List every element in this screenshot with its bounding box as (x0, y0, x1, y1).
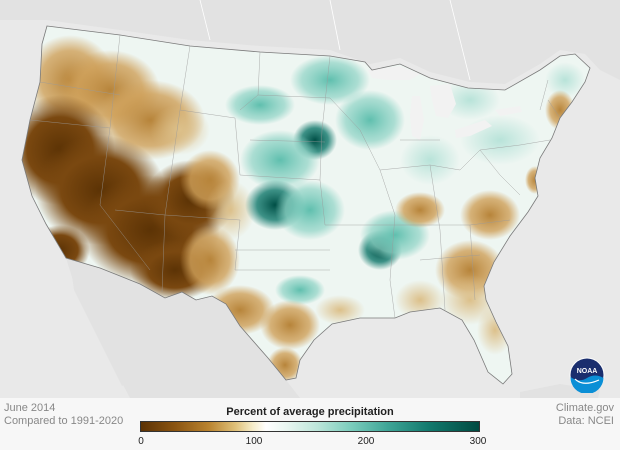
neighbor-boundaries (199, 0, 471, 81)
canada-landmass (0, 0, 620, 84)
legend-tick-200: 200 (357, 436, 375, 447)
source-label: Climate.gov (555, 402, 614, 414)
precipitation-field (22, 26, 590, 384)
legend-tick-100: 100 (245, 436, 263, 447)
legend-tick-300: 300 (469, 436, 487, 447)
legend-title: Percent of average precipitation (226, 406, 394, 418)
map-caption: June 2014 Compared to 1991-2020 (4, 402, 123, 428)
baja-peninsula (70, 262, 130, 386)
date-label: June 2014 (4, 402, 56, 414)
mexico-landmass (66, 258, 300, 398)
legend-color-bar (140, 421, 480, 432)
us-outline (21, 25, 591, 385)
data-source-label: Data: NCEI (558, 415, 614, 427)
precipitation-map (0, 0, 620, 398)
state-boundaries (29, 34, 561, 319)
map-area (0, 0, 620, 398)
noaa-logo-icon: NOAA (569, 357, 605, 393)
comparison-label: Compared to 1991-2020 (4, 415, 124, 427)
legend-tick-0: 0 (138, 436, 144, 447)
noaa-logo-text: NOAA (577, 368, 598, 375)
great-lakes (368, 66, 522, 140)
credits: Climate.gov Data: NCEI (556, 402, 614, 428)
